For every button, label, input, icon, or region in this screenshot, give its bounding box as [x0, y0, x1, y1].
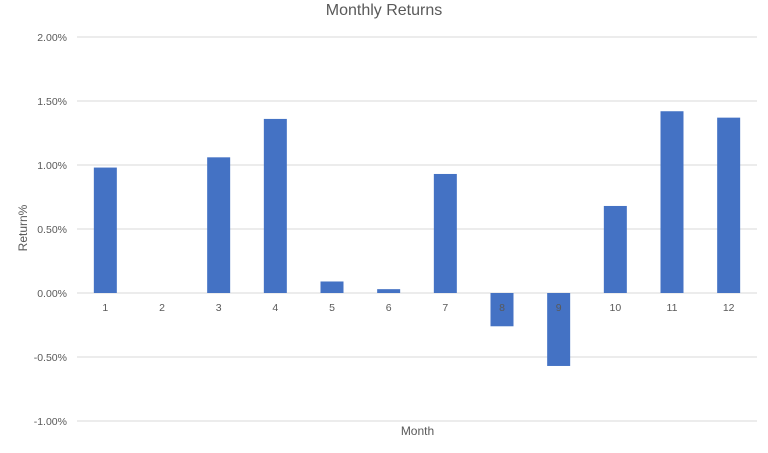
- bar-month-8: [490, 293, 514, 327]
- x-tick-label: 3: [216, 302, 222, 314]
- x-tick-label: 8: [499, 302, 505, 314]
- y-tick-label: 1.50%: [37, 96, 67, 108]
- chart-title: Monthly Returns: [325, 2, 443, 19]
- y-tick-label: 1.00%: [37, 160, 67, 172]
- bar-month-3: [207, 157, 231, 293]
- x-tick-label: 2: [159, 302, 165, 314]
- bar-month-4: [263, 118, 287, 293]
- bar-month-1: [93, 167, 117, 293]
- bar-month-9: [547, 293, 571, 366]
- x-tick-label: 6: [386, 302, 392, 314]
- x-tick-label: 7: [442, 302, 448, 314]
- x-tick-label: 12: [723, 302, 735, 314]
- x-tick-label: 11: [667, 302, 678, 314]
- y-tick-label: -1.00%: [34, 416, 67, 428]
- bar-month-11: [660, 111, 684, 294]
- x-tick-label: 5: [329, 302, 335, 314]
- y-tick-label: 0.00%: [37, 288, 67, 300]
- bar-month-12: [717, 117, 741, 293]
- x-tick-label: 1: [102, 302, 108, 314]
- x-axis-title: Month: [400, 424, 435, 438]
- x-tick-label: 9: [556, 302, 562, 314]
- x-tick-label: 4: [272, 302, 278, 314]
- bar-month-5: [320, 281, 344, 293]
- y-tick-label: 0.50%: [37, 224, 67, 236]
- y-tick-label: 2.00%: [37, 32, 67, 44]
- y-tick-label: -0.50%: [34, 352, 67, 364]
- x-tick-label: 10: [609, 302, 621, 314]
- bar-month-7: [433, 173, 457, 293]
- bar-month-6: [377, 289, 401, 293]
- bar-month-10: [603, 205, 627, 293]
